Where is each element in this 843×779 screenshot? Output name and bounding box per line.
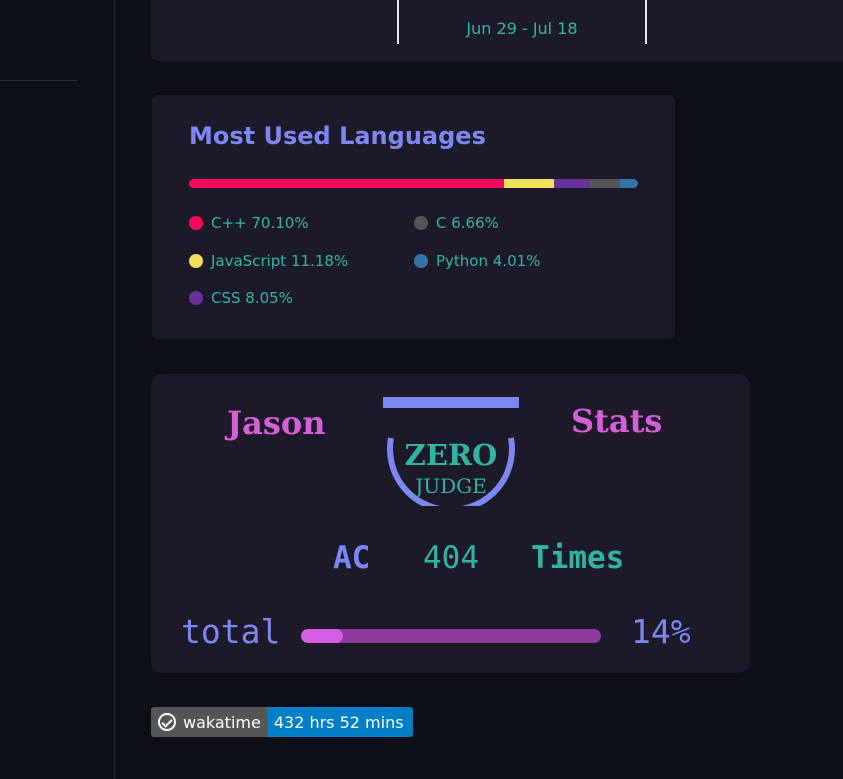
total-label: total [181,612,281,651]
language-dot-css [189,291,203,305]
language-label-cpp: C++ 70.10% [211,214,309,232]
logo-text-zero: ZERO [404,438,498,472]
languages-bar-segment-javascript [503,179,554,188]
total-progress-fill [301,629,343,643]
ac-count: 404 [423,540,479,576]
language-label-c: C 6.66% [436,214,499,232]
streak-divider-right [645,0,647,44]
times-label: Times [531,540,625,576]
user-name: Jason [227,404,326,442]
streak-date-range: Jun 29 - Jul 18 [466,19,578,38]
language-dot-javascript [189,254,203,268]
streak-range-box: Jun 29 - Jul 18 [397,0,647,44]
language-item-cpp: C++ 70.10% [189,214,309,232]
judge-stats-card: Jason ZERO JUDGE Stats AC 404 Times tota… [151,374,750,673]
total-percent: 14% [631,612,691,651]
language-label-javascript: JavaScript 11.18% [211,252,349,270]
languages-bar-segment-c [189,179,504,188]
streak-divider-left [397,0,399,44]
left-sidebar [0,0,115,779]
language-item-javascript: JavaScript 11.18% [189,252,348,270]
languages-bar [189,179,638,188]
logo-text-judge: JUDGE [415,474,487,498]
language-label-css: CSS 8.05% [211,289,293,307]
wakatime-check-icon [158,713,176,731]
badge-value-section: 432 hrs 52 mins [266,707,413,737]
zerojudge-logo: ZERO JUDGE [383,396,519,513]
languages-bar-segment-css [553,179,591,188]
languages-title: Most Used Languages [189,122,486,150]
badge-value: 432 hrs 52 mins [273,712,404,732]
language-item-c: C 6.66% [414,214,499,232]
languages-bar-segment-python [619,179,638,188]
languages-card: Most Used Languages C++ 70.10% JavaScrip… [152,95,675,339]
badge-label-section: wakatime [151,707,267,737]
language-item-css: CSS 8.05% [189,289,293,307]
language-item-python: Python 4.01% [414,252,540,270]
language-label-python: Python 4.01% [436,252,541,270]
ac-label: AC [333,540,371,576]
streak-card: Jun 29 - Jul 18 [151,0,843,61]
language-dot-c [414,216,428,230]
stats-label: Stats [571,402,663,440]
badge-label: wakatime [183,712,261,732]
language-dot-python [414,254,428,268]
sidebar-divider [0,80,77,81]
language-dot-cpp [189,216,203,230]
total-progress-bar [301,629,601,643]
languages-bar-segment-c [590,179,620,188]
wakatime-badge[interactable]: wakatime 432 hrs 52 mins [151,707,413,737]
